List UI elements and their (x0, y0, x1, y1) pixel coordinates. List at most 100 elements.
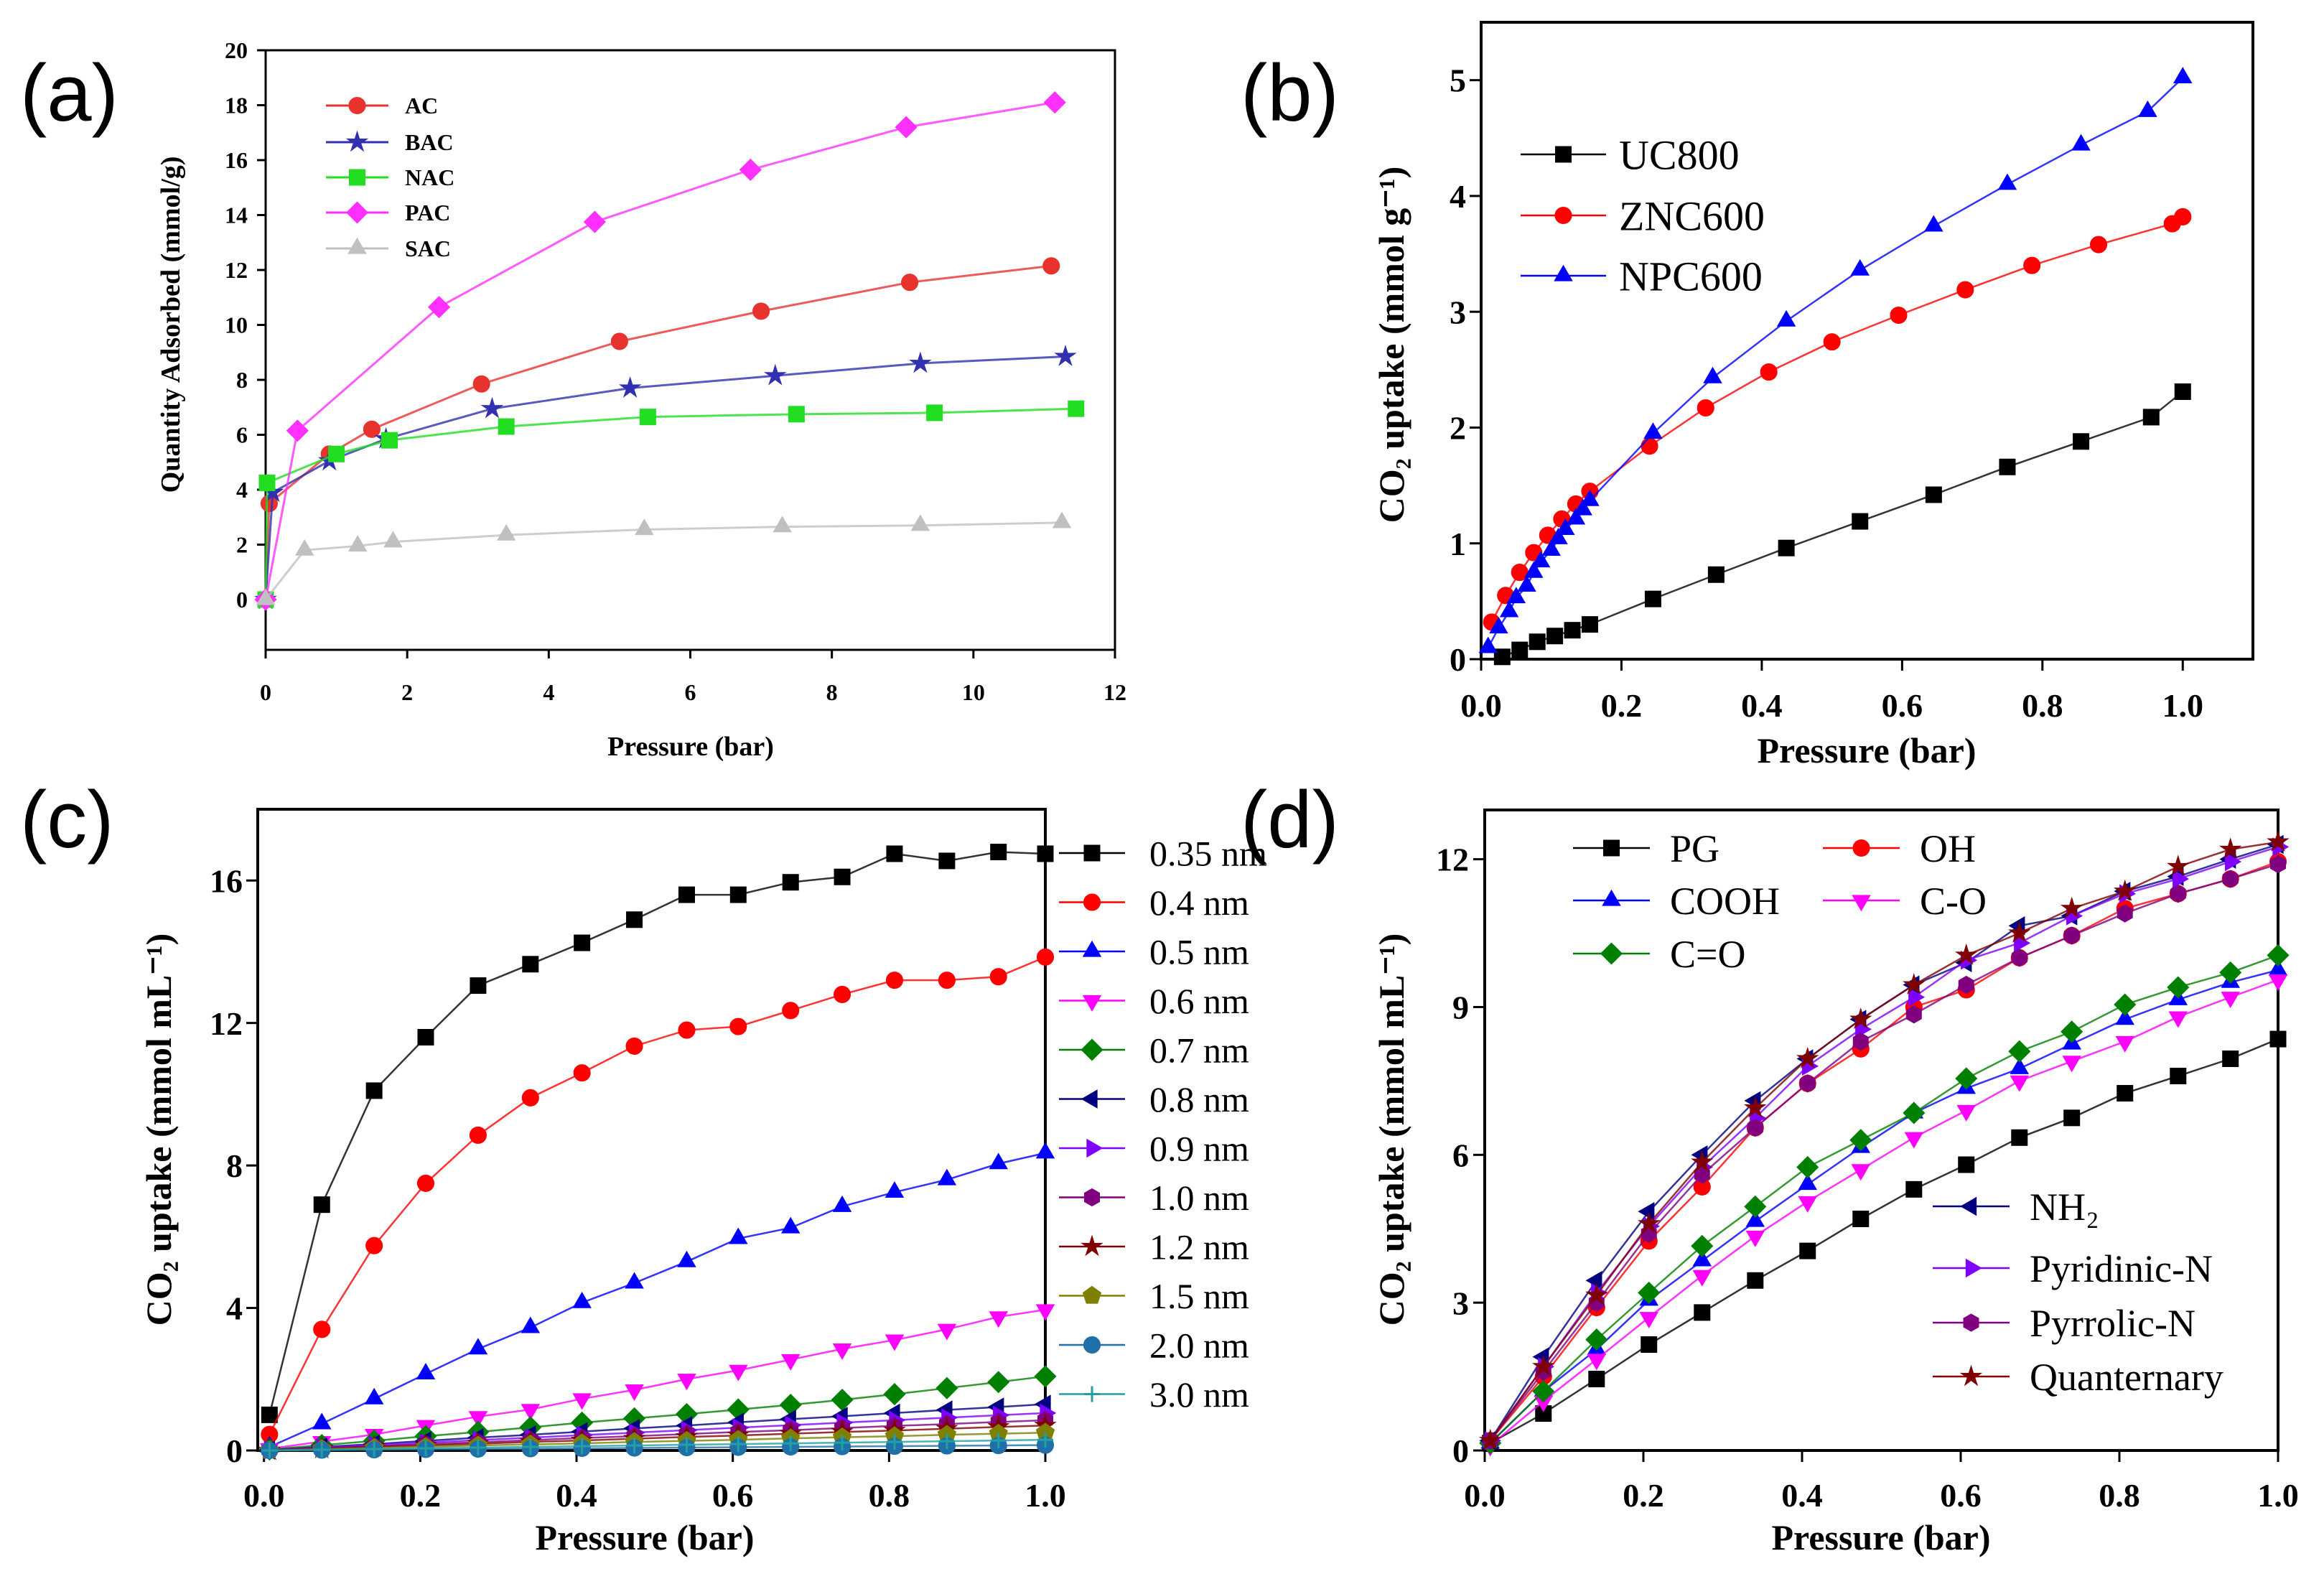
legend-item: NH₂ (1933, 1186, 2099, 1229)
data-point (1903, 973, 1926, 995)
data-point (1849, 1007, 1872, 1029)
data-point (618, 376, 642, 398)
y-tick-label: 4 (236, 477, 248, 503)
data-point (2270, 854, 2286, 874)
series-SAC (256, 511, 1072, 605)
y-tick-label: 20 (225, 37, 248, 63)
legend-item: ZNC600 (1521, 192, 1765, 239)
data-point (1037, 1432, 1053, 1448)
legend-marker (1084, 1188, 1100, 1207)
legend-label: NH₂ (2030, 1186, 2099, 1229)
legend-label: 0.35 nm (1149, 834, 1267, 874)
data-point (1585, 1283, 1608, 1305)
data-point (1479, 1428, 1502, 1450)
data-point (383, 531, 403, 548)
data-point (583, 210, 606, 233)
data-point (417, 1029, 434, 1046)
data-point (729, 1227, 748, 1244)
legend-marker (1086, 1138, 1103, 1158)
data-point (2073, 433, 2090, 450)
data-point (363, 420, 381, 438)
legend-label: Pyridinic-N (2030, 1247, 2213, 1290)
data-point (1955, 943, 1978, 965)
data-point (1580, 489, 1600, 506)
data-point (417, 1440, 434, 1457)
series-UC800 (1493, 383, 2191, 666)
legend-item: 1.0 nm (1059, 1178, 1249, 1218)
data-point (773, 516, 792, 533)
legend-marker (1081, 1038, 1103, 1061)
data-point (1852, 513, 1869, 530)
data-point (573, 1064, 591, 1082)
plot-frame (256, 808, 1047, 1452)
series-line (269, 1308, 1046, 1450)
data-point (1904, 1132, 1924, 1149)
data-point (729, 1364, 748, 1382)
series-line (1489, 969, 2279, 1444)
data-point (886, 1434, 902, 1450)
series-line (1489, 863, 2279, 1442)
data-point (1691, 1234, 1714, 1257)
x-tick-label: 0.0 (243, 1477, 285, 1514)
legend-label: 1.5 nm (1149, 1276, 1249, 1316)
data-point (2010, 1075, 2030, 1092)
data-point (1532, 1380, 1555, 1403)
legend-marker (1600, 942, 1623, 965)
y-tick-label: 12 (225, 257, 248, 283)
data-point (2114, 993, 2137, 1016)
data-point (2174, 383, 2191, 400)
data-point (1524, 561, 1544, 578)
data-point (1850, 258, 1870, 276)
legend-label: 0.7 nm (1149, 1030, 1249, 1071)
panel-d: 0.0 0.2 0.4 0.6 0.8 1.0 0 3 6 9 12 Pressure (bar) CO… (1371, 809, 2299, 1557)
x-axis-label: Pressure (bar) (535, 1517, 754, 1557)
data-point (1747, 1272, 1764, 1289)
data-point (1529, 633, 1546, 651)
legend-label: 2.0 nm (1149, 1326, 1249, 1366)
data-point (468, 1338, 488, 1355)
data-point (639, 409, 656, 426)
data-point (1638, 1281, 1661, 1304)
data-point (783, 1435, 799, 1452)
y-tick-label: 8 (226, 1147, 243, 1184)
data-point (1556, 518, 1575, 536)
legend-marker (1959, 1364, 1983, 1387)
data-point (1852, 1211, 1870, 1228)
y-tick-label: 0 (1450, 641, 1466, 678)
data-point (480, 396, 504, 419)
data-point (1823, 333, 1841, 351)
legend-marker (1082, 940, 1102, 957)
x-tick-label: 1.0 (2162, 687, 2204, 724)
data-point (2114, 879, 2137, 901)
legend-label: BAC (405, 129, 454, 155)
legend-label: UC800 (1619, 131, 1740, 178)
series-3.0-nm (261, 1432, 1053, 1458)
data-point (937, 1323, 957, 1341)
legend-marker (1852, 895, 1871, 912)
legend-label: COOH (1670, 880, 1780, 923)
series-line (269, 1431, 1046, 1452)
legend-item: 0.9 nm (1059, 1129, 1249, 1169)
x-tick-label: 0.4 (1741, 687, 1783, 724)
data-point (764, 363, 787, 386)
legend-marker (1555, 146, 1572, 163)
x-tick-label: 10 (962, 679, 985, 705)
legend-marker (1852, 839, 1870, 857)
data-point (987, 1371, 1010, 1394)
data-point (365, 1236, 383, 1254)
series-line (1489, 979, 2279, 1447)
legend-item: PAC (326, 200, 450, 225)
data-point (261, 1406, 278, 1423)
data-point (782, 1002, 800, 1020)
legend-marker (1603, 839, 1620, 857)
data-point (2023, 256, 2041, 274)
data-point (885, 1181, 905, 1198)
data-point (926, 404, 943, 421)
data-point (312, 1412, 332, 1430)
data-point (990, 1433, 1007, 1449)
x-axis-label: Pressure (bar) (1757, 730, 1976, 770)
data-point (938, 972, 956, 989)
data-point (313, 1321, 331, 1338)
legend-item: C=O (1573, 933, 1745, 976)
data-point (2173, 67, 2193, 84)
